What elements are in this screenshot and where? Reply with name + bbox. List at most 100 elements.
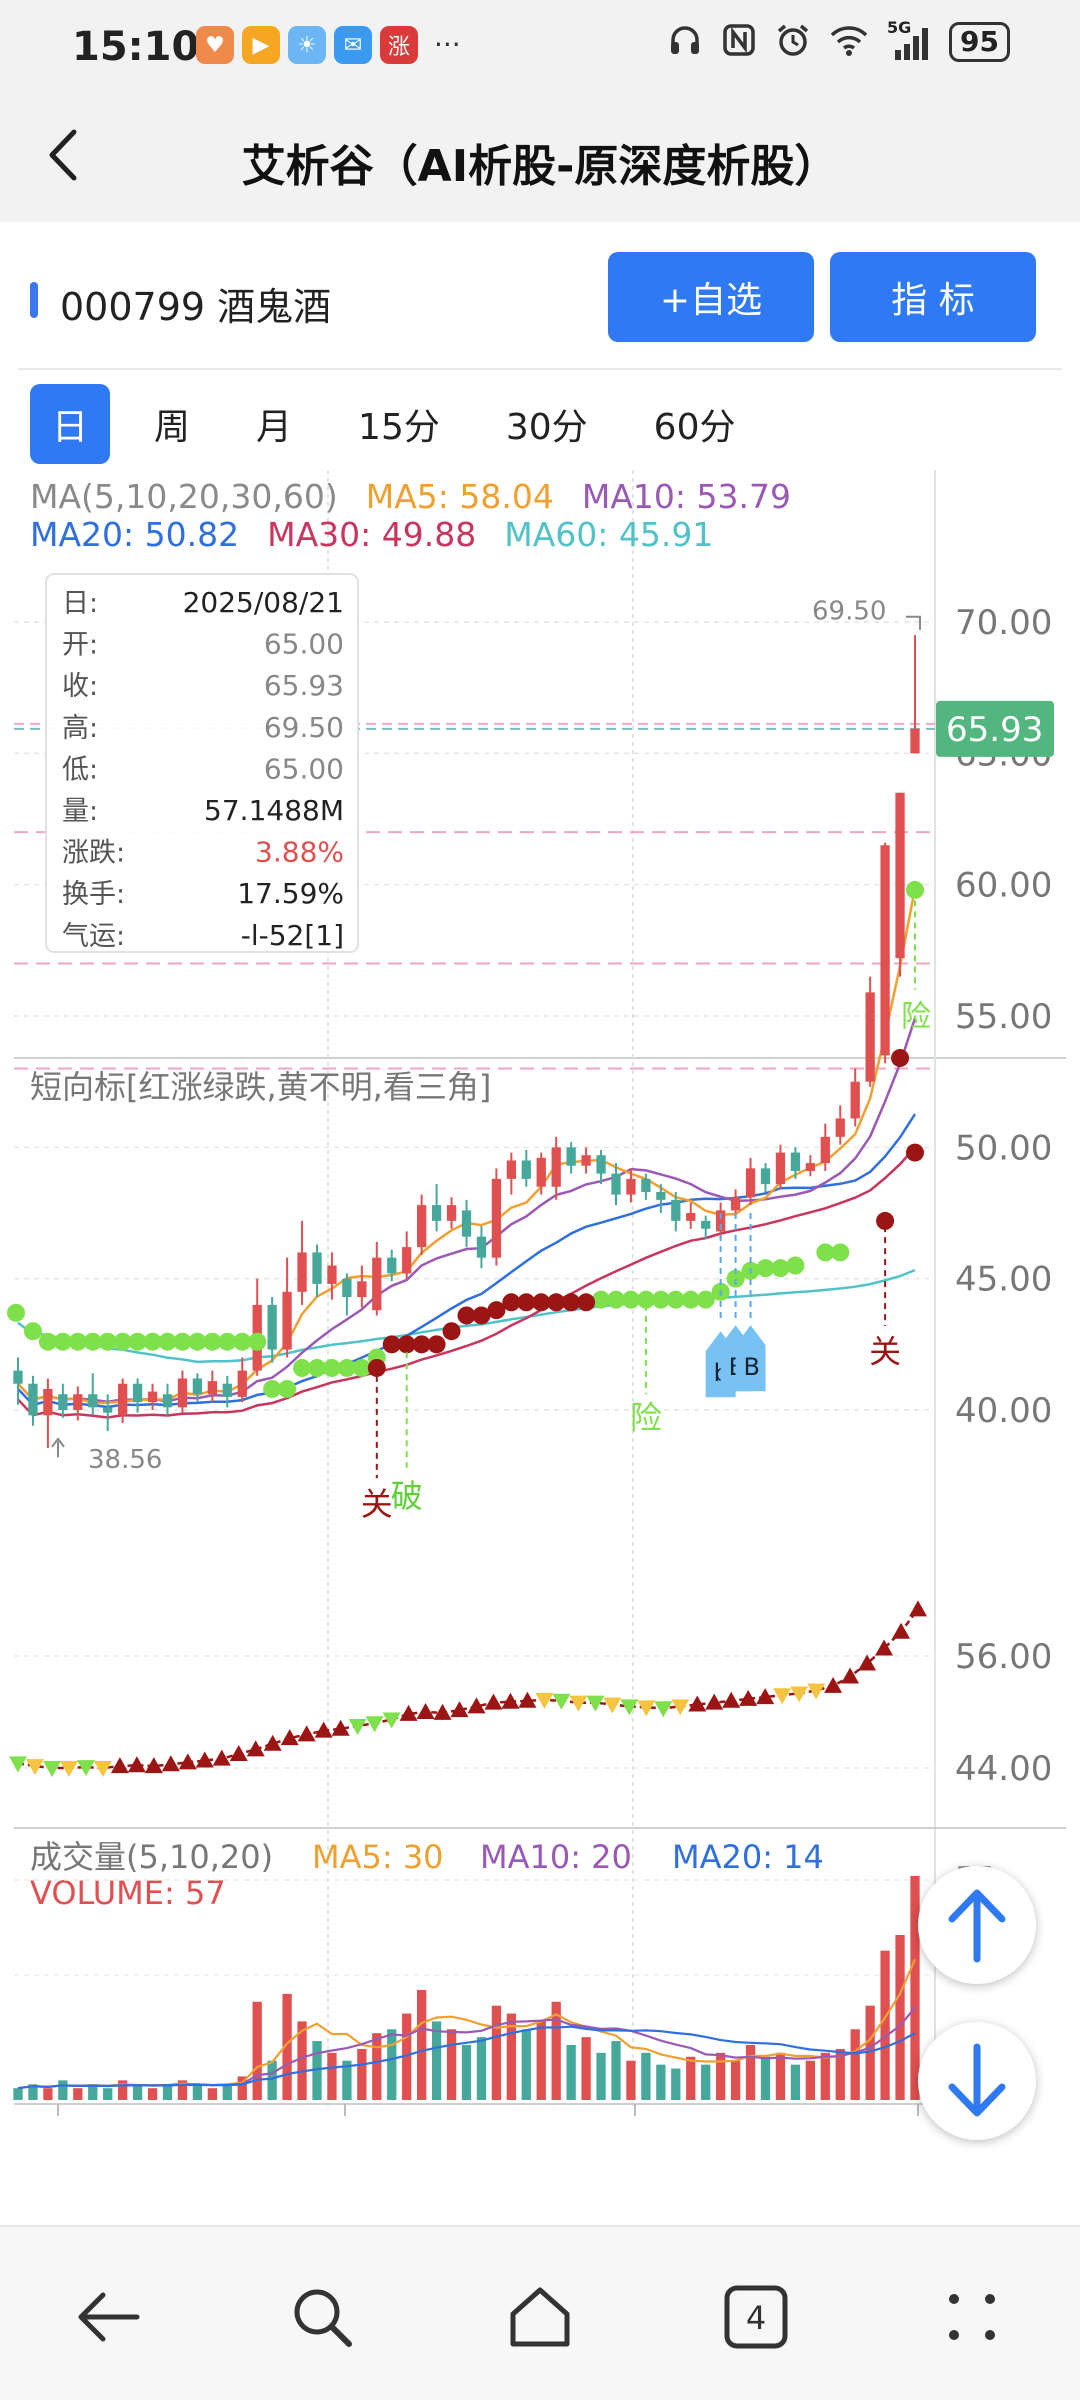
scroll-up-button[interactable] xyxy=(918,1866,1036,1984)
green-signal-dot xyxy=(607,1290,625,1309)
red-signal-dot xyxy=(457,1306,476,1325)
nav-tabs-button[interactable]: 4 xyxy=(706,2267,806,2367)
ma-legend-line-1-item: MA5: 58.04 xyxy=(366,477,554,516)
volume-bar xyxy=(237,2076,247,2100)
period-tab-1[interactable]: 周 xyxy=(154,407,191,448)
volume-ma5-label: MA5: 30 xyxy=(312,1838,444,1876)
guan-signal-label-2: 关 xyxy=(869,1333,901,1371)
volume-bar xyxy=(566,2044,576,2100)
volume-bar xyxy=(671,2068,681,2100)
volume-bar xyxy=(402,2013,412,2100)
period-tab-4[interactable]: 30分 xyxy=(505,407,588,448)
ma-legend-line-2-item: MA20: 50.82 xyxy=(30,515,239,554)
green-signal-dot xyxy=(248,1332,267,1351)
short-signal-triangle xyxy=(892,1622,911,1639)
red-signal-dot xyxy=(367,1358,386,1377)
candle-body xyxy=(865,992,875,1082)
green-signal-dot xyxy=(352,1358,371,1377)
buy-signal-marker xyxy=(735,1325,766,1392)
short-signal-triangle xyxy=(807,1683,826,1700)
volume-bar xyxy=(103,2088,113,2100)
short-signal-triangle xyxy=(773,1688,792,1705)
candle-body xyxy=(760,1168,771,1185)
candle-body xyxy=(521,1160,531,1179)
green-signal-dot xyxy=(816,1243,835,1262)
info-value: 57.1488M xyxy=(204,794,344,827)
red-signal-dot xyxy=(517,1293,536,1312)
low-marker-arrow xyxy=(51,1437,65,1458)
home-icon xyxy=(510,2287,570,2347)
candle-body xyxy=(566,1147,576,1166)
period-tab-3[interactable]: 15分 xyxy=(358,407,440,448)
candle-body xyxy=(790,1152,801,1171)
candle-body xyxy=(716,1210,726,1232)
short-signal-triangle xyxy=(399,1704,418,1721)
short-signal-triangle xyxy=(875,1639,894,1656)
ma60-line xyxy=(17,1268,916,1364)
short-signal-triangle xyxy=(42,1761,61,1777)
indicator-button[interactable]: 指 标 xyxy=(830,252,1036,342)
chevron-left-icon xyxy=(49,129,77,181)
arrow-left-icon xyxy=(78,2292,140,2342)
short-signal-triangle xyxy=(195,1751,214,1768)
candle-body xyxy=(372,1257,382,1311)
volume-bar xyxy=(132,2084,143,2100)
divider xyxy=(18,368,1062,370)
info-box-frame xyxy=(45,573,359,953)
green-signal-dot xyxy=(7,1303,25,1322)
scroll-down-button[interactable] xyxy=(918,2022,1036,2140)
volume-bar xyxy=(686,2056,696,2100)
ma-legend-line-2-item: MA60: 45.91 xyxy=(504,515,713,554)
short-signal-triangle xyxy=(484,1693,503,1710)
short-signal-triangle xyxy=(297,1725,316,1742)
short-signal-triangle xyxy=(858,1654,877,1671)
volume-bar xyxy=(431,2021,442,2100)
green-signal-dot xyxy=(113,1332,132,1351)
chat-app-icon: ✉ xyxy=(334,26,372,64)
green-signal-dot xyxy=(636,1290,655,1309)
candle-body xyxy=(850,1081,860,1119)
volume-bar xyxy=(73,2088,83,2100)
green-signal-dot xyxy=(158,1332,177,1351)
add-watchlist-button[interactable]: +自选 xyxy=(608,252,814,342)
nav-menu-button[interactable] xyxy=(922,2267,1022,2367)
system-nav-bar: 4 xyxy=(0,2225,1080,2400)
period-tab-0[interactable]: 日 xyxy=(30,384,111,464)
short-signal-triangle xyxy=(501,1692,520,1709)
short-signal-triangle xyxy=(756,1688,775,1705)
candle-body xyxy=(177,1378,188,1408)
short-signal-triangle xyxy=(518,1691,537,1708)
short-signal-triangle xyxy=(365,1716,384,1733)
period-tab-5[interactable]: 60分 xyxy=(653,407,736,448)
volume-bar xyxy=(880,1950,890,2100)
period-tab-2[interactable]: 月 xyxy=(256,407,293,448)
candle-body xyxy=(880,845,890,1056)
short-signal-triangle xyxy=(433,1703,452,1720)
green-signal-dot xyxy=(756,1259,775,1278)
volume-bar xyxy=(207,2088,217,2100)
nav-search-button[interactable] xyxy=(272,2267,372,2367)
price-axis-label: 45.00 xyxy=(955,1260,1052,1300)
search-icon xyxy=(294,2289,352,2347)
info-label: 高: xyxy=(62,713,98,744)
short-signal-triangle xyxy=(25,1759,44,1776)
volume-bar xyxy=(147,2088,158,2100)
kline-chart[interactable]: 70.0065.0060.0055.0050.0045.0040.00关破险关险… xyxy=(0,470,1080,2140)
volume-bar xyxy=(43,2088,53,2100)
candle-body xyxy=(88,1394,98,1408)
volume-bar xyxy=(506,2013,516,2100)
arrow-up-icon xyxy=(948,1889,1006,1963)
nav-home-button[interactable] xyxy=(490,2267,590,2367)
title-bar: 艾析谷（AI析股-原深度析股） xyxy=(0,90,1080,222)
nav-back-button[interactable] xyxy=(58,2267,158,2367)
volume-bar xyxy=(805,2060,815,2100)
green-signal-dot xyxy=(98,1332,117,1351)
volume-bar xyxy=(551,2001,561,2100)
back-button[interactable] xyxy=(30,120,100,190)
heart-app-icon: ♥ xyxy=(196,26,234,64)
candle-body xyxy=(626,1178,636,1195)
green-signal-dot xyxy=(651,1290,670,1309)
candle-body xyxy=(387,1257,397,1274)
candle-body xyxy=(656,1191,666,1200)
candle-body xyxy=(910,728,920,754)
